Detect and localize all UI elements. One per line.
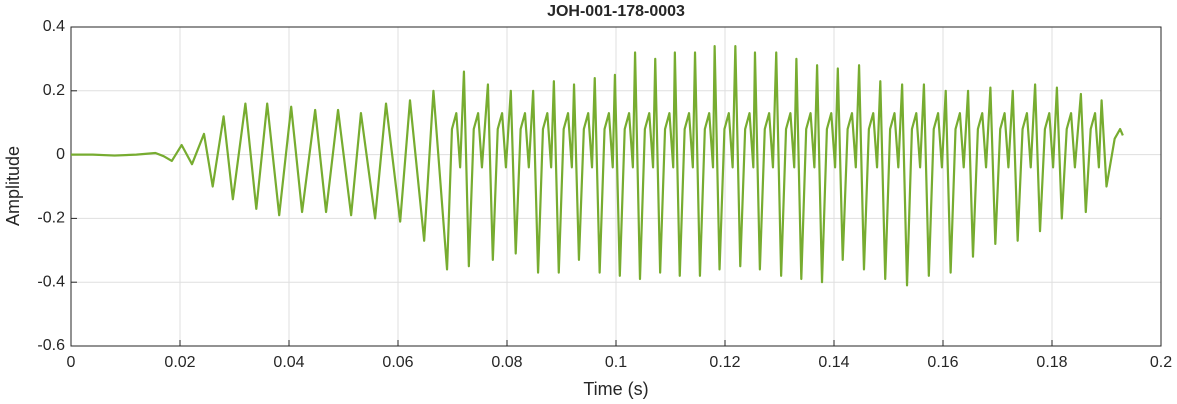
x-tick-label: 0.1	[605, 354, 627, 371]
plot-frame	[70, 26, 1162, 347]
y-tick-label: 0.2	[43, 82, 65, 99]
y-tick-label: -0.6	[37, 337, 65, 354]
x-tick-label: 0.18	[1036, 354, 1067, 371]
x-tick-label: 0.14	[818, 354, 849, 371]
x-axis-label: Time (s)	[583, 379, 648, 399]
x-tick-label: 0.04	[273, 354, 304, 371]
x-tick-label: 0.06	[382, 354, 413, 371]
x-tick-label: 0.2	[1150, 354, 1172, 371]
x-tick-label: 0.08	[491, 354, 522, 371]
y-tick-label: -0.2	[37, 210, 65, 227]
waveform-line	[71, 45, 1124, 287]
x-tick-label: 0.02	[164, 354, 195, 371]
x-tick-label: 0	[67, 354, 76, 371]
y-tick-label: 0.4	[43, 18, 65, 35]
y-tick-label: 0	[56, 146, 65, 163]
y-tick-label: -0.4	[37, 273, 65, 290]
chart-title: JOH-001-178-0003	[547, 3, 685, 20]
x-tick-label: 0.16	[927, 354, 958, 371]
y-axis-label: Amplitude	[3, 146, 23, 226]
x-tick-label: 0.12	[709, 354, 740, 371]
